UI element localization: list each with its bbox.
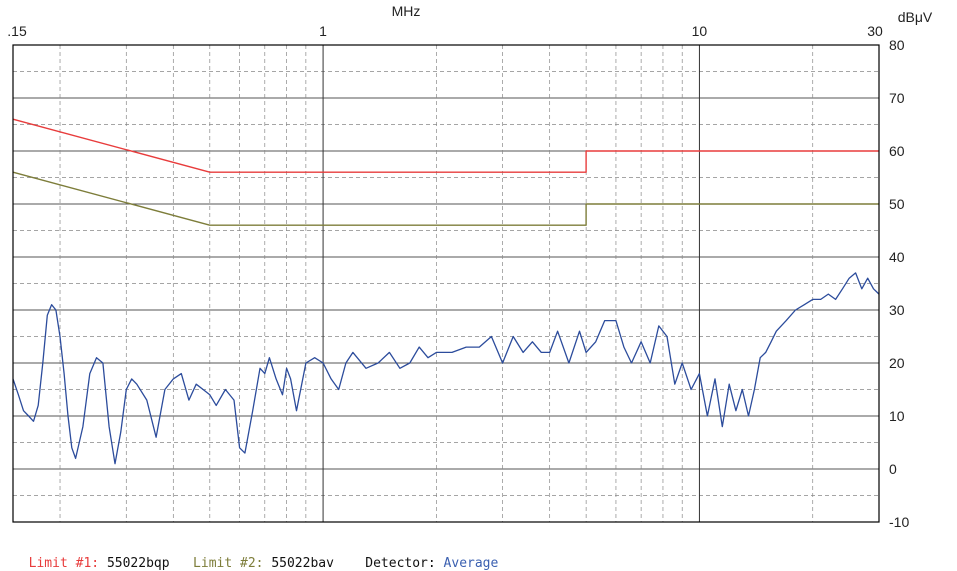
series-line-average: [12, 272, 880, 465]
x-axis-unit: MHz: [392, 3, 421, 19]
legend-footer: Limit #1: 55022bqp Limit #2: 55022bav De…: [13, 541, 499, 571]
series-line-55022bav: [12, 171, 879, 226]
y-axis-unit: dBμV: [898, 9, 933, 25]
grid: [13, 44, 880, 523]
y-tick-labels: 80 70 60 50 40 30 20 10 0 -10: [889, 37, 909, 530]
limit1-label: Limit #1:: [28, 556, 100, 571]
detector-label: Detector:: [365, 556, 436, 571]
y-tick-label: 20: [889, 355, 905, 371]
y-tick-label: 60: [889, 143, 905, 159]
x-tick-label: .15: [7, 23, 27, 39]
y-tick-label: 40: [889, 249, 905, 265]
x-tick-label: 30: [867, 23, 883, 39]
x-tick-labels: .15 1 10 30: [7, 23, 883, 39]
limit2-value: 55022bav: [271, 556, 334, 571]
y-tick-label: 0: [889, 461, 897, 477]
plot-frame: [12, 44, 880, 523]
x-tick-label: 10: [692, 23, 708, 39]
y-tick-label: 10: [889, 408, 905, 424]
limit2-label: Limit #2:: [193, 556, 264, 571]
y-tick-label: 30: [889, 302, 905, 318]
y-tick-label: 80: [889, 37, 905, 53]
limit1-value: 55022bqp: [106, 556, 170, 571]
x-tick-label: 1: [319, 23, 327, 39]
y-tick-label: 70: [889, 90, 905, 106]
series-line-55022bqp: [12, 118, 879, 173]
y-tick-label: -10: [889, 514, 909, 530]
detector-value: Average: [443, 556, 499, 571]
y-tick-label: 50: [889, 196, 905, 212]
series-layer: [12, 118, 880, 465]
